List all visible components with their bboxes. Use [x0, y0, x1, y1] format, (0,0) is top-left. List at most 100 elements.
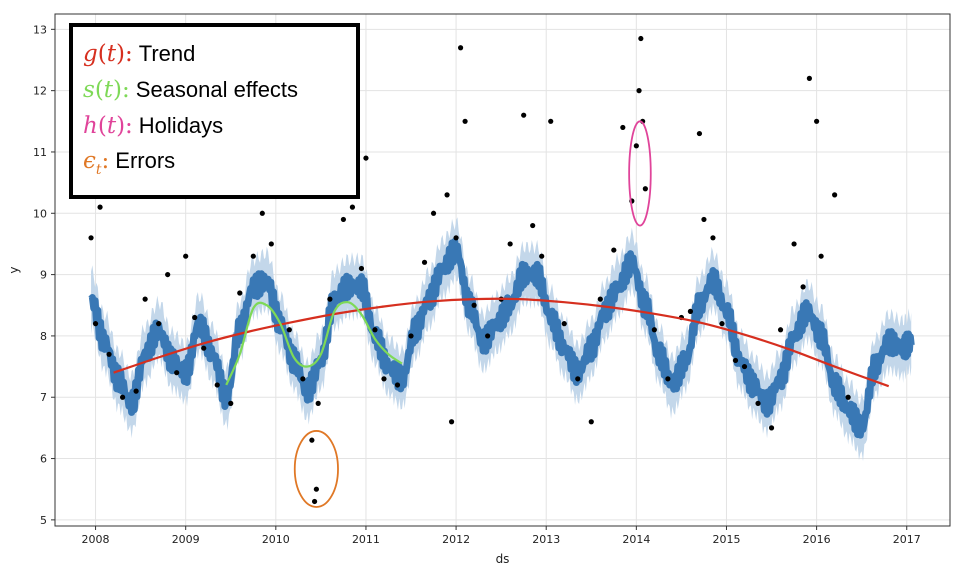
- data-point: [633, 143, 639, 149]
- data-point: [457, 45, 464, 51]
- x-tick-label: 2011: [352, 533, 380, 546]
- data-point: [88, 235, 94, 241]
- x-tick-label: 2013: [532, 533, 560, 546]
- data-point: [561, 321, 567, 327]
- data-point: [597, 296, 603, 302]
- data-point: [381, 376, 387, 382]
- data-point: [119, 394, 126, 400]
- y-tick-label: 9: [40, 269, 47, 282]
- data-point: [687, 308, 694, 314]
- data-point: [444, 192, 450, 198]
- y-axis-label: y: [7, 266, 21, 273]
- trend-paren-close: ):: [115, 41, 133, 67]
- x-axis-ticks: 2008 2009 2010 2011 2012 2013 2014 2015 2016 2017: [82, 526, 921, 546]
- data-point: [430, 210, 437, 216]
- x-axis-label: ds: [496, 552, 510, 566]
- seasonal-curve: [225, 300, 403, 386]
- seasonal-paren-close: ):: [113, 77, 130, 103]
- data-point: [530, 222, 536, 229]
- y-tick-label: 11: [33, 146, 47, 159]
- seasonal-arg: t: [103, 77, 114, 103]
- data-point: [719, 321, 725, 327]
- data-point: [806, 75, 812, 81]
- holiday-arg: t: [106, 113, 117, 139]
- uncertainty-band-area: [91, 217, 912, 462]
- y-tick-label: 6: [40, 453, 47, 466]
- data-point: [642, 186, 648, 192]
- holiday-paren: (: [97, 113, 107, 139]
- seasonal-symbol: s: [83, 77, 95, 103]
- data-point: [142, 296, 148, 302]
- data-point: [636, 88, 642, 94]
- holiday-paren-close: ):: [116, 113, 133, 139]
- data-point: [133, 388, 139, 394]
- x-tick-label: 2017: [893, 533, 921, 546]
- data-point: [665, 376, 671, 382]
- legend-entry-seasonal: s(t): Seasonal effects: [83, 77, 298, 111]
- data-point: [845, 394, 851, 400]
- data-point: [741, 363, 748, 370]
- legend-label-trend: Trend: [138, 41, 196, 66]
- y-tick-label: 13: [33, 23, 47, 36]
- legend-symbol-errors: ϵt:: [83, 148, 110, 178]
- y-tick-label: 7: [40, 391, 47, 404]
- data-point: [106, 351, 112, 357]
- data-point: [696, 130, 703, 137]
- data-point: [651, 327, 657, 333]
- forecast-line: [88, 237, 915, 439]
- forecast-series-line: [88, 237, 915, 439]
- data-point: [372, 327, 378, 333]
- data-point: [311, 498, 318, 505]
- errors-colon: :: [101, 148, 110, 174]
- data-point: [286, 327, 292, 333]
- plot-frame: [54, 13, 951, 527]
- x-tick-label: 2010: [262, 533, 290, 546]
- data-point: [214, 382, 220, 388]
- data-point: [832, 192, 838, 198]
- observed-points: [88, 35, 851, 505]
- y-tick-label: 12: [33, 85, 47, 98]
- data-point: [453, 235, 459, 241]
- legend-label-seasonal: Seasonal effects: [135, 77, 299, 102]
- errors-symbol: ϵ: [83, 148, 96, 174]
- legend: g(t): Trend s(t): Seasonal effects h(t): Ho…: [69, 23, 360, 199]
- data-point: [638, 35, 644, 42]
- legend-entry-trend: g(t): Trend: [83, 41, 195, 75]
- data-point: [327, 296, 333, 302]
- data-point: [768, 425, 775, 431]
- x-tick-label: 2015: [712, 533, 740, 546]
- trend-arg: t: [106, 41, 116, 67]
- data-point: [156, 321, 162, 327]
- y-tick-label: 8: [40, 330, 47, 343]
- legend-entry-errors: ϵt: Errors: [83, 148, 175, 182]
- data-point: [300, 376, 306, 382]
- highlight-ellipses: [293, 120, 652, 508]
- data-point: [363, 155, 369, 161]
- data-point: [611, 247, 617, 253]
- data-point: [349, 204, 356, 210]
- legend-entry-holidays: h(t): Holidays: [83, 113, 223, 147]
- holiday-highlight-ellipse: [628, 120, 652, 227]
- legend-label-errors: Errors: [115, 148, 176, 173]
- data-point: [97, 204, 103, 210]
- data-point: [620, 124, 626, 131]
- data-point: [174, 370, 180, 376]
- data-point: [201, 345, 207, 351]
- data-point: [800, 284, 806, 290]
- data-point: [165, 271, 171, 278]
- trend-paren: (: [97, 41, 107, 67]
- data-point: [588, 419, 594, 425]
- seasonal-line: [225, 300, 403, 386]
- data-point: [394, 382, 401, 388]
- seasonal-paren: (: [94, 77, 104, 103]
- data-point: [183, 253, 189, 259]
- uncertainty-band: [91, 217, 912, 462]
- data-point: [358, 265, 365, 272]
- x-tick-label: 2016: [803, 533, 831, 546]
- x-tick-label: 2009: [172, 533, 200, 546]
- data-point: [814, 118, 820, 124]
- data-point: [228, 400, 234, 406]
- data-point: [471, 302, 477, 308]
- legend-symbol-trend: g(t):: [83, 41, 133, 67]
